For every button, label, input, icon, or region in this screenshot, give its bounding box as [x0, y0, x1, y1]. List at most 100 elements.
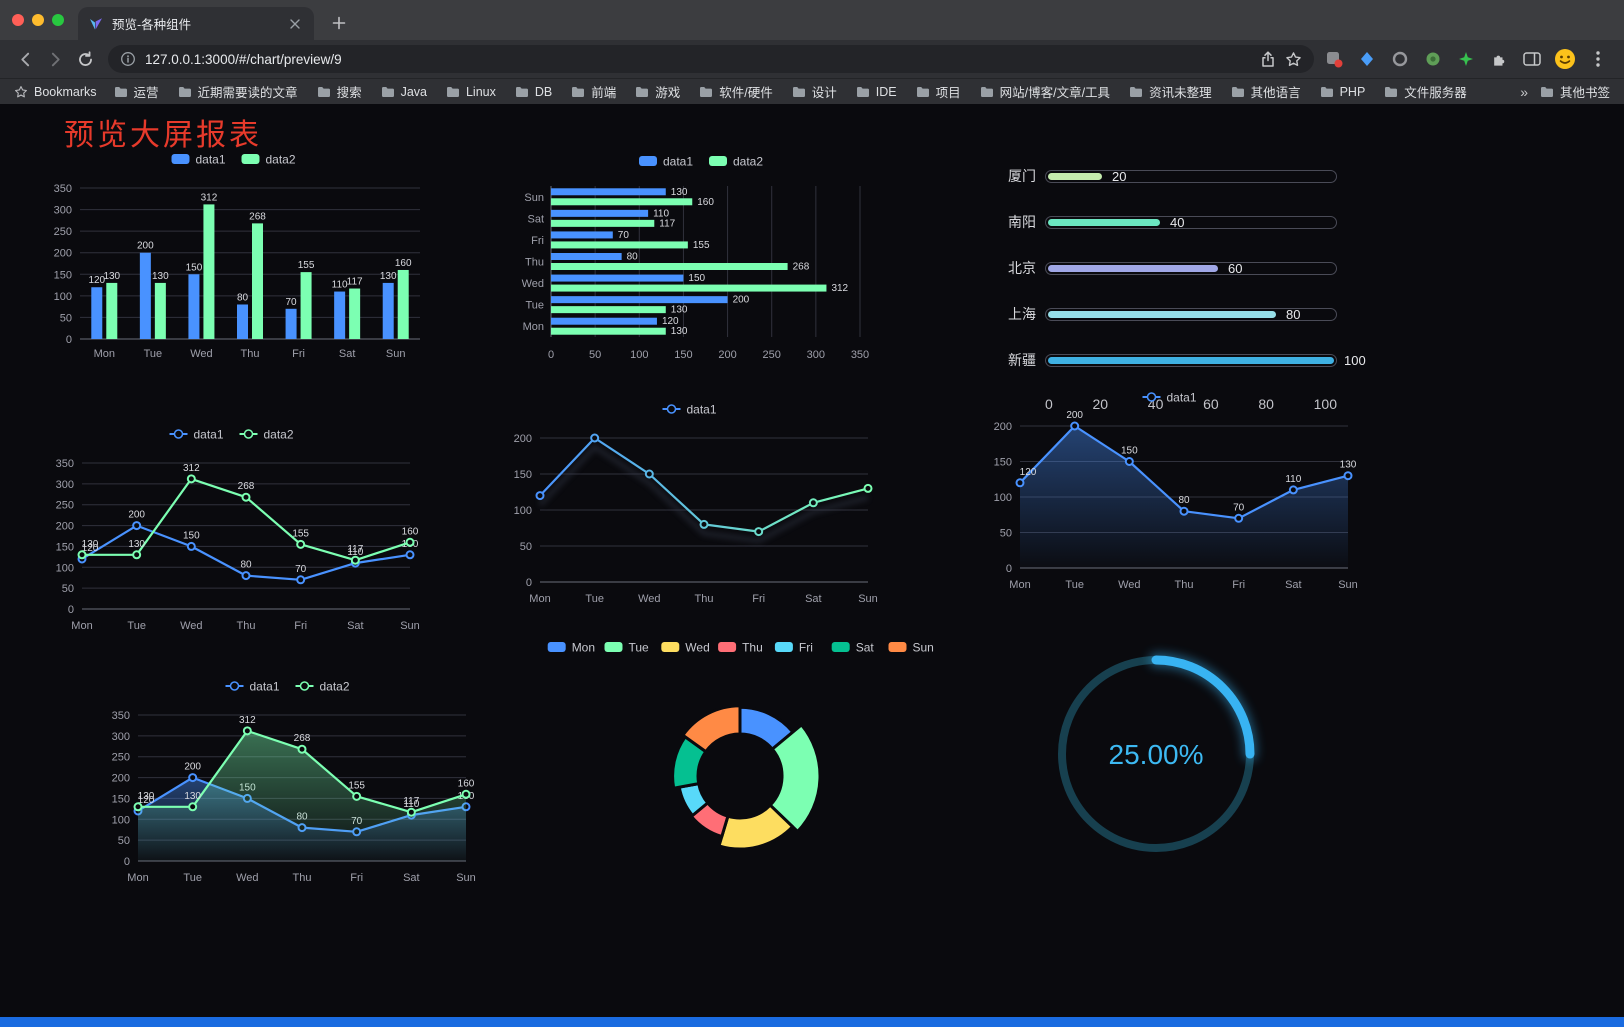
capsule-row-label: 新疆: [1008, 352, 1036, 368]
svg-text:130: 130: [82, 539, 99, 550]
bookmark-folder[interactable]: PHP: [1320, 82, 1365, 101]
bookmark-folder[interactable]: 搜索: [317, 82, 362, 101]
legend-item-Sun[interactable]: Sun: [888, 641, 934, 655]
bookmark-star-icon[interactable]: [1285, 51, 1302, 68]
legend-item-Mon[interactable]: Mon: [547, 641, 595, 655]
extension-icon-1[interactable]: [1322, 47, 1346, 71]
site-info-icon[interactable]: [120, 51, 136, 67]
legend-item-data2[interactable]: data2: [241, 153, 296, 167]
chart-canvas: Mon Tue Wed Thu Fri Sat Sun: [547, 641, 934, 851]
legend-item-Fri[interactable]: Fri: [774, 641, 813, 655]
bookmarks-overflow-chevron[interactable]: »: [1520, 83, 1528, 100]
pie-slice-Wed[interactable]: [717, 803, 795, 851]
bookmark-folder[interactable]: 近期需要读的文章: [178, 82, 298, 101]
svg-text:120: 120: [82, 543, 99, 554]
svg-text:312: 312: [239, 715, 256, 726]
window-minimize-button[interactable]: [32, 14, 44, 26]
pie-slice-Sun[interactable]: [681, 704, 742, 754]
bookmark-folder[interactable]: 前端: [571, 82, 616, 101]
legend-item-data1[interactable]: data1: [171, 153, 226, 167]
svg-text:200: 200: [718, 349, 736, 361]
svg-text:350: 350: [112, 710, 130, 722]
bookmark-folder[interactable]: 文件服务器: [1384, 82, 1467, 101]
gauge-chart: 25.00%: [1040, 638, 1272, 870]
legend-item-Tue[interactable]: Tue: [604, 641, 650, 655]
bookmark-folder[interactable]: 设计: [792, 82, 837, 101]
legend-item-Sat[interactable]: Sat: [831, 641, 875, 655]
capsule-row-label: 北京: [1008, 260, 1036, 276]
bookmark-folder[interactable]: 项目: [916, 82, 961, 101]
back-button[interactable]: [10, 44, 40, 74]
folder-icon: [700, 86, 713, 97]
address-bar[interactable]: 127.0.0.1:3000/#/chart/preview/9: [108, 45, 1314, 73]
browser-tab[interactable]: 预览-各种组件: [78, 7, 314, 40]
bookmarks-root[interactable]: Bookmarks: [14, 85, 97, 99]
menu-kebab-icon[interactable]: [1586, 47, 1610, 71]
svg-text:120: 120: [88, 275, 105, 286]
legend-item-data2[interactable]: data2: [239, 428, 294, 442]
bookmark-folder[interactable]: 软件/硬件: [699, 82, 773, 101]
svg-text:25.00%: 25.00%: [1109, 739, 1204, 770]
bookmark-folder[interactable]: 其他语言: [1231, 82, 1301, 101]
svg-text:Tue: Tue: [1065, 579, 1084, 591]
svg-text:Thu: Thu: [742, 641, 763, 655]
svg-text:117: 117: [347, 277, 363, 288]
legend-item-data1[interactable]: data1: [225, 680, 280, 694]
legend-item-data1[interactable]: data1: [169, 428, 224, 442]
legend-item-data1[interactable]: data1: [662, 403, 717, 417]
svg-text:Sun: Sun: [1338, 579, 1358, 591]
forward-button[interactable]: [40, 44, 70, 74]
folder-icon: [515, 86, 528, 97]
pie-slice-Tue[interactable]: [768, 723, 822, 833]
legend-item-data1[interactable]: data1: [639, 155, 693, 169]
svg-text:312: 312: [831, 283, 848, 294]
bookmark-folder[interactable]: IDE: [856, 82, 897, 101]
bookmark-label: DB: [534, 84, 553, 99]
bookmark-label: 运营: [133, 86, 159, 100]
svg-text:Wed: Wed: [180, 620, 202, 632]
extension-icon-5[interactable]: [1454, 47, 1478, 71]
bookmark-folder[interactable]: DB: [515, 82, 552, 101]
legend-item-Thu[interactable]: Thu: [718, 641, 763, 655]
extensions-puzzle-icon[interactable]: [1487, 47, 1511, 71]
legend-item-data2[interactable]: data2: [709, 155, 763, 169]
window-close-button[interactable]: [12, 14, 24, 26]
svg-text:300: 300: [54, 205, 72, 217]
side-panel-icon[interactable]: [1520, 47, 1544, 71]
share-icon[interactable]: [1260, 50, 1276, 68]
extension-icon-3[interactable]: [1388, 47, 1412, 71]
svg-text:100: 100: [514, 505, 532, 517]
other-bookmarks[interactable]: 其他书签: [1540, 82, 1610, 101]
bookmark-folder[interactable]: 资讯未整理: [1129, 82, 1212, 101]
bookmark-folder[interactable]: Java: [381, 82, 427, 101]
svg-text:160: 160: [402, 526, 419, 537]
capsule-row-label: 南阳: [1008, 214, 1036, 230]
svg-text:Mon: Mon: [1009, 579, 1030, 591]
bookmark-folder[interactable]: Linux: [446, 82, 496, 101]
bookmark-folder[interactable]: 网站/博客/文章/工具: [980, 82, 1110, 101]
svg-text:160: 160: [697, 197, 714, 208]
legend-item-data2[interactable]: data2: [295, 680, 350, 694]
dual-area-line-chart: data1 data2 0 50 100 150 200 250 300 350 Mon Tue Wed…: [98, 677, 480, 889]
legend-item-Wed[interactable]: Wed: [661, 641, 710, 655]
extension-icon-2[interactable]: [1355, 47, 1379, 71]
reload-button[interactable]: [70, 44, 100, 74]
window-zoom-button[interactable]: [52, 14, 64, 26]
bookmark-label: 软件/硬件: [719, 86, 773, 100]
bookmark-folder[interactable]: 运营: [114, 82, 159, 101]
star-icon: [15, 85, 27, 97]
extension-icon-4[interactable]: [1421, 47, 1445, 71]
capsule-track: 100: [1045, 353, 1366, 368]
svg-text:150: 150: [674, 349, 692, 361]
tab-close-icon[interactable]: [286, 15, 304, 33]
svg-text:data1: data1: [250, 680, 280, 694]
bookmark-folder[interactable]: 游戏: [635, 82, 680, 101]
page-title: 预览大屏报表: [64, 119, 262, 152]
svg-text:100: 100: [56, 562, 74, 574]
legend-item-data1[interactable]: data1: [1142, 391, 1197, 405]
svg-text:0: 0: [548, 349, 554, 361]
profile-avatar[interactable]: [1553, 47, 1577, 71]
new-tab-button[interactable]: [326, 10, 352, 36]
svg-text:0: 0: [1006, 563, 1012, 575]
bookmark-label: 资讯未整理: [1149, 86, 1212, 100]
